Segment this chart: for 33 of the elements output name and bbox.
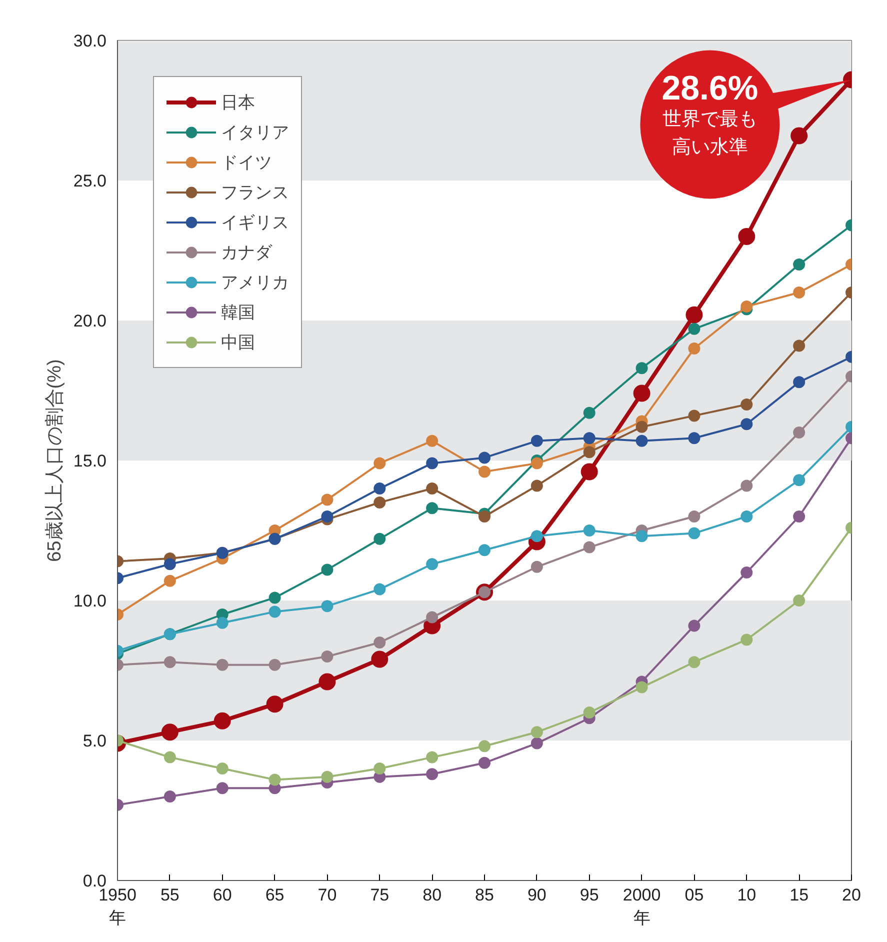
legend-label: フランス — [221, 182, 289, 204]
x-tick-label: 60 — [212, 886, 232, 904]
x-tick-label: 65 — [265, 886, 284, 904]
x-tick-label: 1950 年 — [98, 886, 136, 928]
y-tick-label: 25.0 — [73, 172, 107, 190]
x-tick-label: 95 — [580, 886, 599, 904]
x-tick-label: 90 — [527, 886, 546, 904]
legend-label: 中国 — [221, 332, 255, 354]
x-tick-label: 15 — [790, 886, 809, 904]
legend-label: イギリス — [221, 212, 289, 234]
legend-label: 韓国 — [221, 302, 255, 324]
legend-label: 日本 — [221, 92, 255, 114]
y-tick-label: 15.0 — [73, 452, 107, 470]
x-tick-label: 10 — [737, 886, 756, 904]
x-tick-label: 05 — [684, 886, 704, 904]
y-tick-label: 30.0 — [73, 32, 107, 50]
x-tick-label: 85 — [475, 886, 494, 904]
annotation: 世界で最も高い水準 — [662, 109, 758, 158]
legend-label: アメリカ — [221, 272, 289, 294]
x-tick-label: 2000 年 — [622, 886, 661, 928]
y-tick-label: 20.0 — [73, 312, 107, 330]
legend-label: イタリア — [221, 122, 289, 144]
x-tick-label: 80 — [422, 886, 442, 904]
x-tick-label: 20 — [842, 886, 861, 904]
y-tick-label: 10.0 — [73, 592, 107, 610]
annotation: 28.6% — [662, 70, 758, 108]
y-tick-label: 5.0 — [82, 732, 107, 750]
y-axis-title: 65歳以上人口の割合(%) — [44, 359, 66, 562]
legend-label: カナダ — [221, 242, 272, 264]
x-tick-label: 70 — [318, 886, 337, 904]
x-tick-label: 75 — [370, 886, 390, 904]
legend-label: ドイツ — [221, 152, 272, 174]
x-tick-label: 55 — [160, 886, 180, 904]
